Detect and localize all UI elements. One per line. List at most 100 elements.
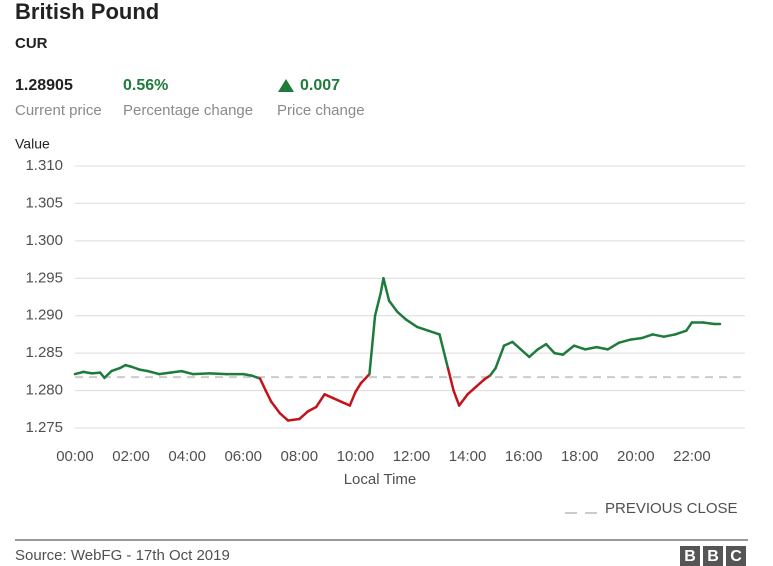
stat-label: Current price bbox=[15, 102, 102, 119]
price-segment bbox=[584, 345, 598, 351]
price-segment bbox=[502, 340, 514, 347]
price-segment bbox=[617, 338, 632, 344]
price-segment bbox=[90, 371, 102, 375]
price-segment bbox=[278, 411, 290, 422]
price-segment bbox=[662, 333, 677, 338]
price-segment bbox=[314, 393, 326, 409]
x-tick-label: 04:00 bbox=[168, 448, 206, 465]
price-segment bbox=[298, 410, 309, 421]
price-segment bbox=[427, 329, 441, 336]
x-tick-label: 10:00 bbox=[337, 448, 375, 465]
source: Source: WebFG - 17th Oct 2019 bbox=[15, 547, 230, 564]
price-segment bbox=[628, 336, 643, 341]
price-segment bbox=[572, 344, 587, 351]
price-segment bbox=[331, 396, 343, 404]
logo-box bbox=[726, 546, 746, 566]
logo-letter: C bbox=[730, 548, 742, 565]
price-segment bbox=[286, 417, 301, 422]
y-tick-label: 1.290 bbox=[25, 307, 63, 324]
price-segment bbox=[146, 369, 161, 376]
price-segment bbox=[306, 405, 318, 413]
price-segment bbox=[553, 351, 565, 356]
price-segment bbox=[110, 366, 122, 373]
price-segment bbox=[685, 321, 694, 332]
price-segment bbox=[103, 369, 113, 380]
stat-value: 0.007 bbox=[300, 77, 340, 94]
x-tick-label: 14:00 bbox=[449, 448, 487, 465]
price-segment bbox=[270, 400, 281, 415]
price-segment bbox=[373, 292, 382, 317]
price-segment bbox=[536, 342, 548, 351]
price-segment bbox=[396, 310, 408, 321]
price-segment bbox=[348, 390, 357, 407]
x-tick-label: 02:00 bbox=[112, 448, 150, 465]
price-segment bbox=[511, 340, 523, 351]
logo-box bbox=[680, 546, 700, 566]
price-segment bbox=[129, 365, 141, 371]
price-segment bbox=[701, 321, 716, 326]
y-axis-label: Value bbox=[15, 136, 50, 152]
price-segment bbox=[340, 400, 352, 407]
price-segment bbox=[387, 299, 399, 314]
price-segment bbox=[382, 277, 391, 302]
price-segment bbox=[640, 333, 654, 340]
price-segment bbox=[466, 385, 478, 396]
price-segment bbox=[519, 348, 531, 359]
up-arrow-icon bbox=[278, 79, 294, 92]
chart-subtitle: CUR bbox=[15, 35, 48, 52]
x-tick-label: 20:00 bbox=[617, 448, 655, 465]
price-segment bbox=[415, 325, 430, 332]
y-tick-label: 1.310 bbox=[25, 157, 63, 174]
stat-label: Price change bbox=[277, 102, 365, 119]
price-segment bbox=[242, 372, 253, 377]
price-segment bbox=[264, 389, 273, 404]
price-segment bbox=[404, 318, 419, 329]
y-tick-label: 1.300 bbox=[25, 232, 63, 249]
price-segment bbox=[457, 393, 469, 407]
price-segment bbox=[354, 381, 363, 394]
y-tick-label: 1.285 bbox=[25, 344, 63, 361]
price-segment bbox=[488, 366, 497, 377]
x-tick-label: 08:00 bbox=[281, 448, 319, 465]
price-segment bbox=[474, 378, 486, 389]
x-tick-label: 12:00 bbox=[393, 448, 431, 465]
price-segment bbox=[452, 389, 461, 407]
price-segment bbox=[138, 368, 150, 373]
price-segment bbox=[606, 341, 621, 351]
price-segment bbox=[528, 348, 539, 359]
price-segment bbox=[561, 344, 576, 356]
logo-letter: B bbox=[707, 548, 719, 565]
price-segment bbox=[438, 333, 450, 370]
logo-box bbox=[703, 546, 723, 566]
stat-value: 0.56% bbox=[123, 77, 168, 94]
x-axis-label: Local Time bbox=[344, 471, 417, 488]
price-segment bbox=[673, 329, 688, 336]
price-segment bbox=[258, 377, 267, 392]
x-tick-label: 16:00 bbox=[505, 448, 543, 465]
x-tick-label: 22:00 bbox=[673, 448, 711, 465]
y-tick-label: 1.295 bbox=[25, 269, 63, 286]
stat-value: 1.28905 bbox=[15, 77, 73, 94]
price-segment bbox=[157, 371, 172, 376]
y-tick-label: 1.305 bbox=[25, 194, 63, 211]
logo-letter: B bbox=[684, 548, 696, 565]
price-segment bbox=[595, 345, 610, 351]
stat-label: Percentage change bbox=[123, 102, 253, 119]
price-segment bbox=[494, 344, 506, 370]
x-tick-label: 18:00 bbox=[561, 448, 599, 465]
price-segment bbox=[191, 372, 211, 376]
price-segment bbox=[208, 372, 228, 376]
price-segment bbox=[323, 393, 335, 400]
x-tick-label: 06:00 bbox=[224, 448, 262, 465]
price-segment bbox=[359, 372, 371, 385]
y-tick-label: 1.280 bbox=[25, 382, 63, 399]
price-segment bbox=[169, 369, 183, 374]
price-segment bbox=[73, 370, 85, 376]
logo: B B C bbox=[680, 546, 746, 566]
price-segment bbox=[368, 314, 377, 376]
x-tick-label: 00:00 bbox=[56, 448, 94, 465]
price-segment bbox=[180, 369, 195, 376]
price-segment bbox=[250, 374, 262, 380]
price-segment bbox=[446, 366, 455, 392]
